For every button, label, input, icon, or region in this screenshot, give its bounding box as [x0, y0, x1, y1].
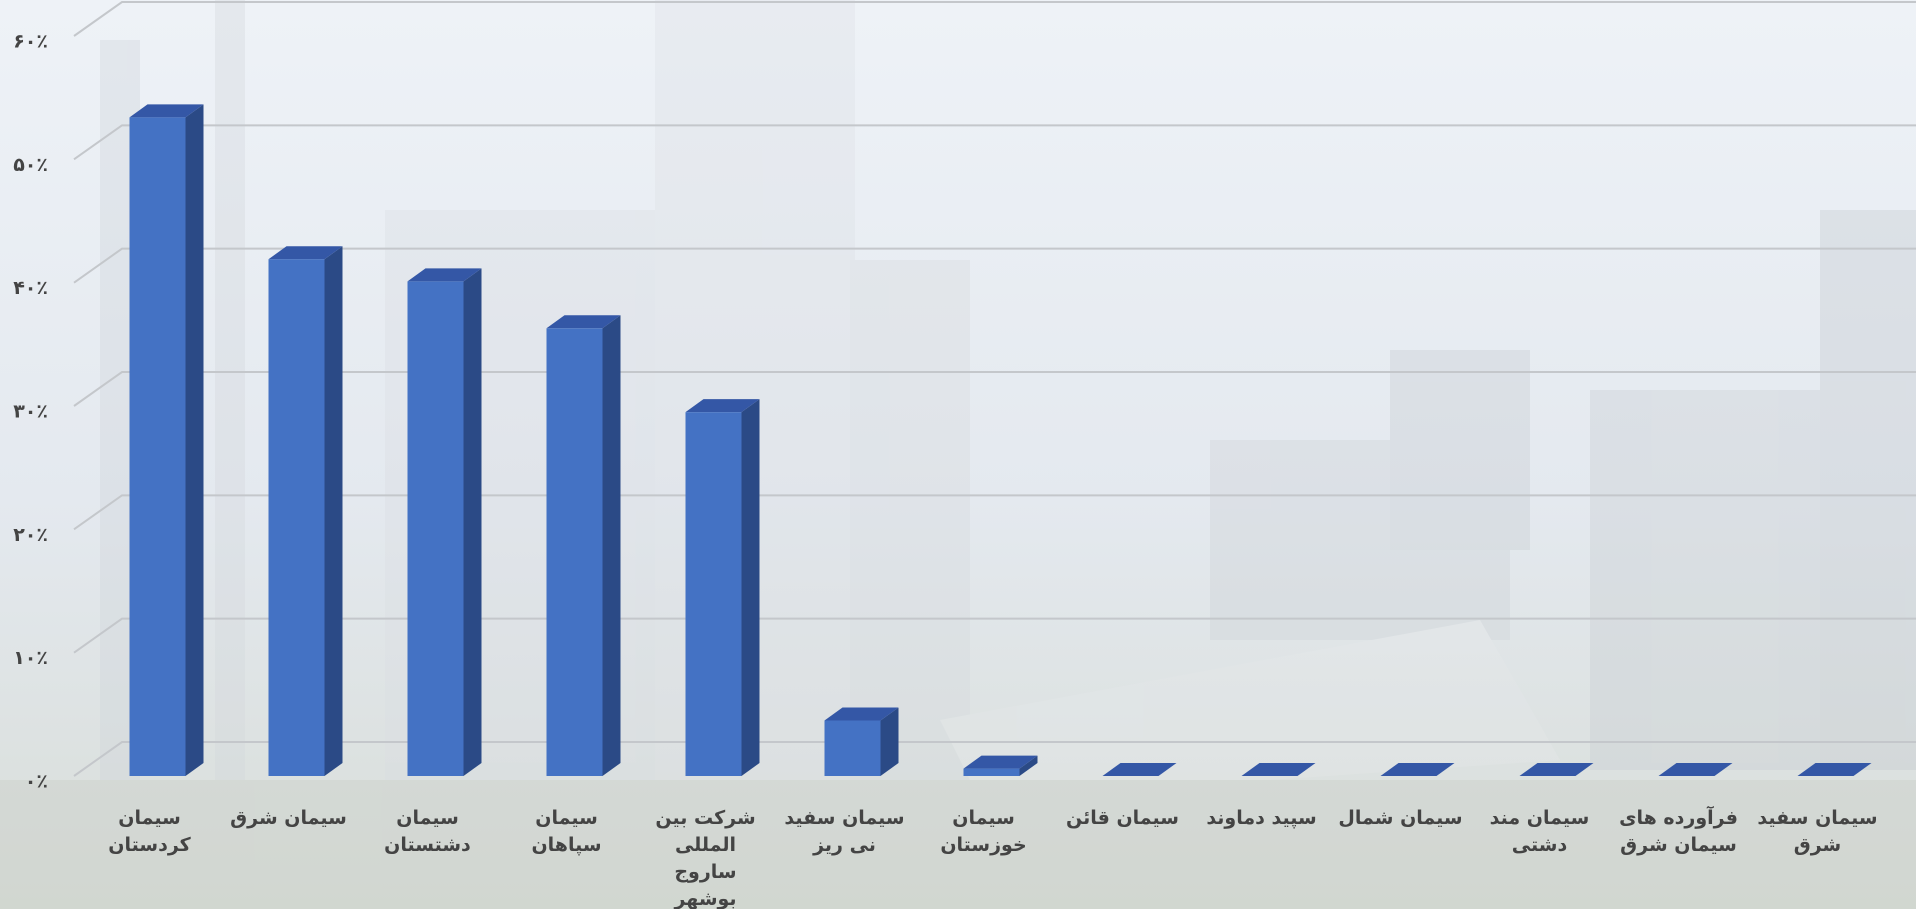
grid-line	[73, 247, 1916, 284]
y-tick-label: ۵۰٪	[13, 154, 48, 176]
x-tick-label: سپید دماوند	[1206, 807, 1317, 829]
x-tick-label: سیمان سفید شرق	[1757, 807, 1878, 856]
bar-side	[741, 399, 760, 776]
bar-top	[407, 268, 482, 282]
bar	[1380, 763, 1455, 776]
bar	[268, 246, 343, 776]
bar	[1102, 763, 1177, 776]
bar-top	[1102, 763, 1177, 776]
x-tick-label: سیمان قائن	[1066, 807, 1179, 829]
y-tick-label: ۰٪	[25, 771, 48, 793]
bar	[546, 315, 621, 776]
x-tick-label: سیمان خوزستان	[940, 807, 1027, 856]
bar-top	[1658, 763, 1733, 776]
bar-front	[268, 259, 325, 776]
bar-front	[685, 412, 742, 776]
bar-top	[1241, 763, 1316, 776]
bar-top	[268, 246, 343, 260]
bar-front	[407, 281, 464, 776]
x-tick-label: سیمان دشتستان	[384, 807, 471, 856]
bar-top	[1380, 763, 1455, 776]
bar	[1241, 763, 1316, 776]
bar-top	[824, 707, 899, 721]
y-tick-label: ۲۰٪	[13, 524, 48, 546]
grid-line	[73, 124, 1916, 161]
grid-line	[73, 494, 1916, 531]
bar-top	[685, 399, 760, 413]
bar-side	[880, 707, 899, 776]
x-tick-label: سیمان کردستان	[108, 807, 191, 856]
bar-top	[546, 315, 621, 329]
bar-top	[1797, 763, 1872, 776]
bar	[824, 707, 899, 776]
x-tick-label: شرکت بین المللی ساروج بوشهر	[655, 807, 756, 909]
y-tick-label: ۶۰٪	[13, 31, 48, 53]
grid-line	[73, 617, 1916, 654]
bar-front	[963, 768, 1020, 776]
bar	[129, 104, 204, 776]
grid-line	[73, 1, 1916, 37]
x-tick-label: سیمان سپاهان	[531, 807, 602, 856]
bar	[685, 399, 760, 776]
grid-line	[73, 371, 1916, 407]
x-tick-label: سیمان مند دشتی	[1489, 807, 1590, 856]
y-tick-label: ۳۰٪	[13, 401, 48, 423]
x-tick-label: سیمان سفید نی ریز	[784, 807, 905, 856]
bar	[1658, 763, 1733, 776]
x-tick-label: سیمان شمال	[1338, 807, 1463, 829]
x-tick-label: فرآورده های سیمان شرق	[1619, 807, 1738, 856]
bar-side	[602, 315, 621, 776]
y-tick-label: ۱۰٪	[13, 647, 48, 669]
grid-line	[73, 741, 1916, 777]
bar-side	[185, 104, 204, 776]
bar	[407, 268, 482, 776]
y-tick-label: ۴۰٪	[13, 277, 48, 299]
bar	[1519, 763, 1594, 776]
bar-front	[824, 720, 881, 776]
bar-top	[1519, 763, 1594, 776]
bar	[1797, 763, 1872, 776]
bar-side	[1019, 755, 1038, 776]
bar-top	[963, 755, 1038, 769]
x-tick-label: سیمان شرق	[230, 807, 347, 829]
bar-front	[129, 117, 186, 776]
bar-side	[324, 246, 343, 776]
bar	[963, 755, 1038, 776]
bar-side	[463, 268, 482, 776]
bar-top	[129, 104, 204, 118]
bar-front	[546, 328, 603, 776]
